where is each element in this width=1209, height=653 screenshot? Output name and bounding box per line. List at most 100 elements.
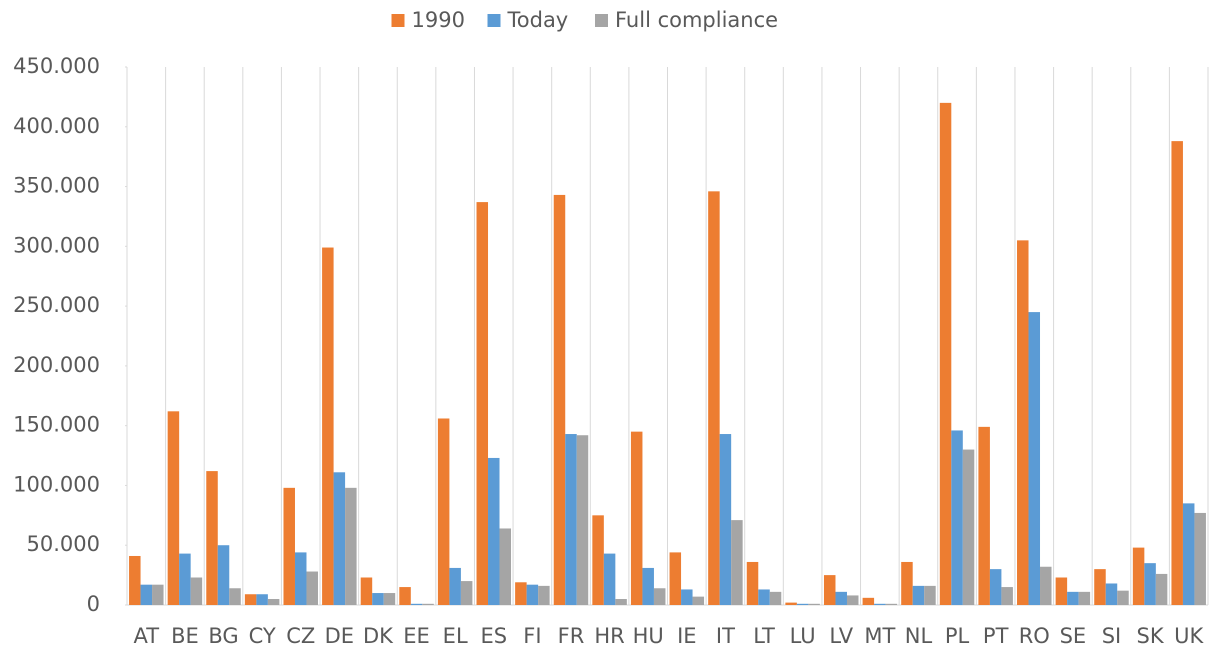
legend-swatch [391, 14, 405, 27]
bar [410, 603, 423, 605]
bar [1001, 587, 1013, 605]
y-tick-label: 450.000 [13, 54, 100, 78]
x-tick-label: HR [594, 624, 624, 648]
bar [360, 577, 373, 605]
x-tick-label: RO [1019, 624, 1050, 648]
bar [499, 528, 512, 605]
bar [669, 552, 682, 605]
bar [140, 584, 153, 605]
legend-swatch [595, 14, 608, 27]
bar [244, 594, 257, 605]
bar [526, 584, 539, 605]
bar [989, 569, 1002, 605]
y-tick-label: 100.000 [13, 472, 100, 496]
bar [642, 567, 654, 605]
bar [1194, 512, 1206, 605]
y-tick-label: 150.000 [13, 413, 100, 437]
bar [229, 588, 241, 605]
y-tick-label: 50.000 [27, 532, 100, 556]
bar [449, 567, 461, 605]
x-tick-label: ES [480, 624, 507, 648]
bar [769, 591, 782, 605]
x-tick-label: MT [864, 624, 895, 648]
bar [1117, 590, 1129, 605]
bar [846, 595, 859, 605]
bar [592, 515, 604, 605]
y-tick-label: 250.000 [13, 293, 100, 317]
bar [719, 434, 732, 605]
bar [476, 202, 489, 605]
bar [1144, 563, 1156, 605]
bar [283, 487, 295, 605]
x-tick-label: EL [443, 624, 468, 648]
bar [746, 561, 759, 605]
bar [129, 555, 141, 605]
bar [306, 571, 318, 605]
bar [808, 603, 820, 605]
bar [576, 435, 589, 605]
y-tick-label: 200.000 [13, 353, 100, 377]
bar [565, 434, 577, 605]
bar [951, 430, 963, 605]
bar [708, 191, 720, 606]
bar [190, 577, 203, 605]
x-tick-label: CY [249, 624, 276, 648]
bar [538, 585, 550, 605]
bar [862, 597, 875, 605]
x-tick-label: FI [523, 624, 541, 648]
bar [515, 582, 527, 605]
y-tick-label: 300.000 [13, 233, 100, 257]
bar [835, 591, 847, 605]
x-tick-label: DE [325, 624, 354, 648]
legend-label: 1990 [412, 8, 465, 32]
x-tick-label: AT [134, 624, 160, 648]
y-tick-label: 350.000 [13, 174, 100, 198]
bar [1078, 591, 1091, 605]
x-tick-label: BE [171, 624, 199, 648]
bar [653, 588, 666, 605]
bar [488, 457, 500, 605]
bar [437, 418, 450, 605]
y-tick-label: 0 [87, 592, 100, 616]
bar [962, 449, 975, 605]
x-tick-label: SI [1102, 624, 1122, 648]
bar [912, 585, 925, 605]
x-tick-label: UK [1174, 624, 1204, 648]
x-tick-label: SK [1137, 624, 1165, 648]
bar [785, 602, 797, 605]
x-tick-label: CZ [286, 624, 315, 648]
bar [294, 552, 307, 605]
bar [267, 599, 280, 605]
legend-label: Today [507, 8, 569, 32]
bar [939, 102, 952, 605]
x-tick-label: NL [905, 624, 933, 648]
bar [553, 194, 566, 605]
bar [256, 594, 268, 605]
bar [924, 585, 936, 605]
bar [758, 589, 770, 605]
legend-label: Full compliance [615, 8, 778, 32]
bar [1182, 503, 1195, 605]
bar [630, 431, 643, 605]
x-tick-label: EE [403, 624, 430, 648]
bar [333, 472, 346, 605]
bar [399, 587, 411, 605]
bar [731, 520, 743, 605]
bar [874, 603, 886, 605]
bar [322, 247, 334, 606]
bar [179, 553, 191, 605]
bar [901, 561, 913, 605]
x-tick-label: PT [983, 624, 1009, 648]
x-tick-label: HU [633, 624, 664, 648]
x-tick-label: FR [558, 624, 585, 648]
bar [1017, 240, 1029, 605]
y-tick-label: 400.000 [13, 114, 100, 138]
legend-swatch [487, 14, 501, 27]
bar [422, 603, 434, 605]
bar [692, 596, 705, 605]
bar [823, 575, 836, 605]
bar [152, 584, 164, 605]
bar [1132, 547, 1145, 605]
x-tick-label: IE [677, 624, 696, 648]
